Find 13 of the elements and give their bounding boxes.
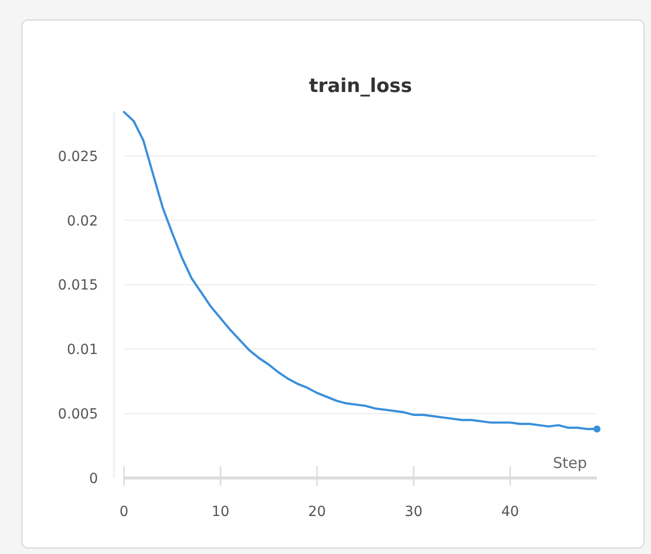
- y-tick-label: 0.01: [66, 342, 98, 358]
- x-tick-label: 30: [404, 504, 423, 520]
- x-tick-label: 10: [212, 504, 230, 520]
- y-tick-label: 0.025: [58, 148, 98, 165]
- y-tick-label: 0.015: [58, 278, 98, 294]
- x-tick-label: 20: [308, 504, 326, 520]
- y-tick-label: 0.005: [58, 406, 98, 423]
- y-tick-label: 0.02: [66, 213, 98, 230]
- x-tick-label: 40: [501, 504, 520, 520]
- x-axis-title: Step: [552, 454, 587, 472]
- y-tick-label: 0: [89, 471, 98, 487]
- chart-title: train_loss: [309, 75, 412, 97]
- x-tick-label: 0: [120, 504, 128, 520]
